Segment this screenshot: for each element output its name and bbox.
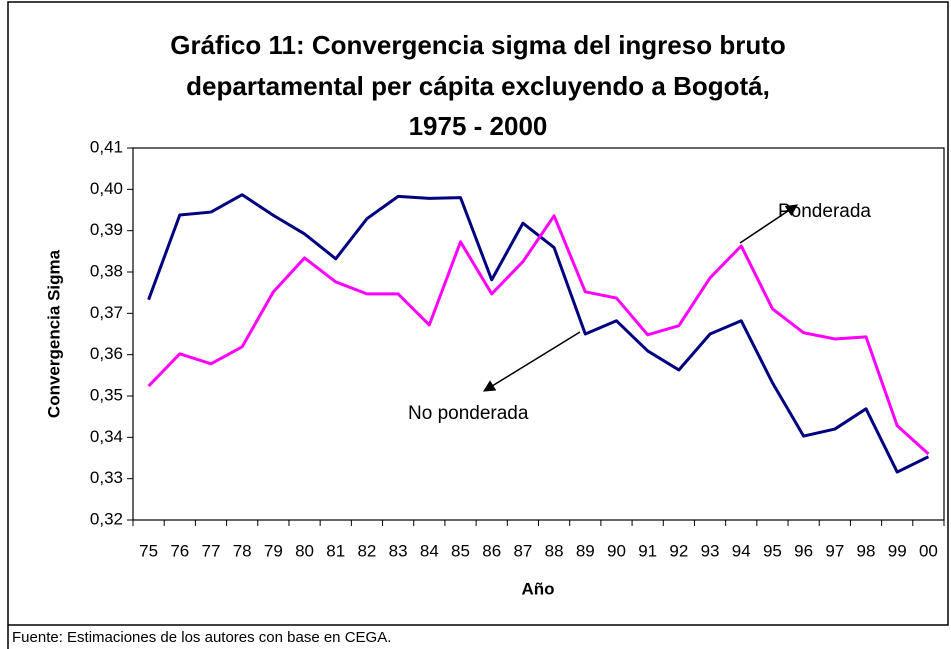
y-axis-label: Convergencia Sigma: [44, 249, 63, 418]
y-tick-label: 0,37: [90, 303, 123, 322]
annotation-arrow: [739, 204, 798, 244]
x-tick-label: 85: [451, 541, 470, 560]
x-tick-label: 81: [326, 541, 345, 560]
annotation: Ponderada: [778, 201, 871, 222]
x-tick-label: 80: [295, 541, 314, 560]
y-tick-label: 0,41: [90, 137, 123, 156]
chart-title: Gráfico 11: Convergencia sigma del ingre…: [170, 30, 786, 60]
x-axis-label: Año: [521, 579, 554, 598]
x-tick-label: 78: [233, 541, 252, 560]
x-tick-label: 83: [389, 541, 408, 560]
plot-area: 0,32 0,33 0,34 0,35 0,36 0,37 0,38 0,39 0,40 0,41…: [90, 137, 945, 560]
annotation: No ponderada: [408, 403, 529, 424]
chart-title: departamental per cápita excluyendo a Bo…: [186, 71, 770, 101]
x-tick-label: 82: [357, 541, 376, 560]
x-tick-label: 87: [513, 541, 532, 560]
chart-title: 1975 - 2000: [409, 111, 548, 141]
x-tick-label: 90: [607, 541, 626, 560]
x-tick-label: 00: [919, 541, 938, 560]
y-tick-label: 0,35: [90, 385, 123, 404]
y-tick-label: 0,39: [90, 220, 123, 239]
x-tick-label: 99: [888, 541, 907, 560]
series-line: [147, 193, 930, 474]
x-tick-label: 94: [732, 541, 751, 560]
x-tick-label: 98: [857, 541, 876, 560]
chart-frame: [7, 1, 949, 626]
x-tick-label: 95: [763, 541, 782, 560]
y-tick-label: 0,34: [90, 427, 123, 446]
x-tick-label: 91: [638, 541, 657, 560]
x-tick-label: 84: [420, 541, 439, 560]
x-tick-label: 79: [264, 541, 283, 560]
y-tick-label: 0,36: [90, 344, 123, 363]
x-tick-label: 88: [545, 541, 564, 560]
y-tick-label: 0,33: [90, 468, 123, 487]
y-tick-label: 0,38: [90, 261, 123, 280]
x-tick-label: 86: [482, 541, 501, 560]
x-tick-label: 77: [202, 541, 221, 560]
source-note: Fuente: Estimaciones de los autores con …: [12, 629, 391, 646]
x-tick-label: 76: [170, 541, 189, 560]
x-tick-label: 75: [139, 541, 158, 560]
y-tick-label: 0,40: [90, 179, 123, 198]
x-tick-label: 92: [669, 541, 688, 560]
x-tick-label: 96: [794, 541, 813, 560]
series-line: [147, 214, 930, 455]
x-tick-label: 97: [825, 541, 844, 560]
x-tick-label: 93: [701, 541, 720, 560]
annotation-arrow: [482, 331, 581, 392]
x-tick-label: 89: [576, 541, 595, 560]
y-tick-label: 0,32: [90, 509, 123, 528]
